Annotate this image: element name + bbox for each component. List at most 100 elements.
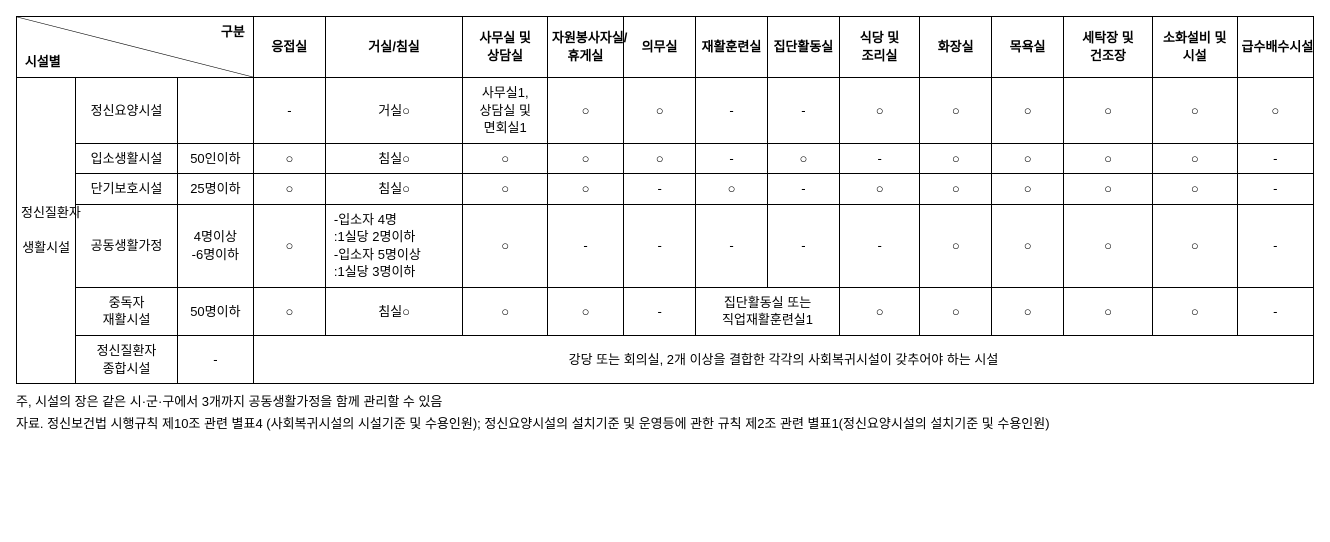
cell: - bbox=[839, 143, 919, 174]
cell: ○ bbox=[1064, 78, 1153, 144]
col-header: 화장실 bbox=[920, 17, 992, 78]
footnote-line: 자료. 정신보건법 시행규칙 제10조 관련 별표4 (사회복귀시설의 시설기준… bbox=[16, 414, 1314, 434]
cell: ○ bbox=[624, 78, 696, 144]
header-group-label-bottom: 시설별 bbox=[25, 53, 61, 71]
footnotes: 주, 시설의 장은 같은 시·군·구에서 3개까지 공동생활가정을 함께 관리할… bbox=[16, 392, 1314, 433]
cell: ○ bbox=[463, 204, 548, 287]
cell: - bbox=[696, 204, 768, 287]
cell: ○ bbox=[1064, 143, 1153, 174]
col-header: 자원봉사자실/휴게실 bbox=[548, 17, 624, 78]
cell: - bbox=[548, 204, 624, 287]
row-name: 공동생활가정 bbox=[76, 204, 178, 287]
cell: - bbox=[768, 174, 840, 205]
header-group-label-top: 구분 bbox=[221, 23, 245, 41]
cell: ○ bbox=[624, 143, 696, 174]
cell: - bbox=[768, 204, 840, 287]
facility-standards-table: 구분 시설별 응접실 거실/침실 사무실 및 상담실 자원봉사자실/휴게실 의무… bbox=[16, 16, 1314, 384]
cell: - bbox=[624, 174, 696, 205]
cell: ○ bbox=[992, 78, 1064, 144]
cell: ○ bbox=[839, 287, 919, 335]
cell-merged-full: 강당 또는 회의실, 2개 이상을 결합한 각각의 사회복귀시설이 갖추어야 하… bbox=[253, 336, 1313, 384]
col-header: 급수배수시설 bbox=[1237, 17, 1313, 78]
cell: ○ bbox=[1064, 174, 1153, 205]
row-capacity: 25명이하 bbox=[177, 174, 253, 205]
row-group-label: 정신질환자생활시설 bbox=[17, 78, 76, 384]
cell: ○ bbox=[839, 78, 919, 144]
row-name: 중독자재활시설 bbox=[76, 287, 178, 335]
row-name: 정신요양시설 bbox=[76, 78, 178, 144]
cell-merged: 집단활동실 또는직업재활훈련실1 bbox=[696, 287, 840, 335]
header-diagonal: 구분 시설별 bbox=[17, 17, 254, 78]
col-header: 목욕실 bbox=[992, 17, 1064, 78]
cell: - bbox=[696, 78, 768, 144]
cell: - bbox=[253, 78, 325, 144]
cell: ○ bbox=[768, 143, 840, 174]
cell: ○ bbox=[696, 174, 768, 205]
cell: ○ bbox=[548, 78, 624, 144]
cell: - bbox=[1237, 204, 1313, 287]
cell: - bbox=[624, 287, 696, 335]
footnote-line: 주, 시설의 장은 같은 시·군·구에서 3개까지 공동생활가정을 함께 관리할… bbox=[16, 392, 1314, 412]
col-header: 세탁장 및 건조장 bbox=[1064, 17, 1153, 78]
cell: ○ bbox=[920, 204, 992, 287]
col-header: 식당 및 조리실 bbox=[839, 17, 919, 78]
table-row: 단기보호시설 25명이하 ○ 침실○ ○ ○ - ○ - ○ ○ ○ ○ ○ - bbox=[17, 174, 1314, 205]
row-capacity: 50명이하 bbox=[177, 287, 253, 335]
cell: - bbox=[768, 78, 840, 144]
row-name: 단기보호시설 bbox=[76, 174, 178, 205]
col-header: 응접실 bbox=[253, 17, 325, 78]
row-capacity bbox=[177, 78, 253, 144]
cell: ○ bbox=[1237, 78, 1313, 144]
cell: - bbox=[624, 204, 696, 287]
table-row: 중독자재활시설 50명이하 ○ 침실○ ○ ○ - 집단활동실 또는직업재활훈련… bbox=[17, 287, 1314, 335]
cell: ○ bbox=[548, 287, 624, 335]
cell: -입소자 4명:1실당 2명이하-입소자 5명이상:1실당 3명이하 bbox=[325, 204, 463, 287]
cell: ○ bbox=[463, 287, 548, 335]
row-capacity: 4명이상-6명이하 bbox=[177, 204, 253, 287]
cell: - bbox=[1237, 143, 1313, 174]
cell: ○ bbox=[548, 174, 624, 205]
cell: ○ bbox=[1153, 287, 1238, 335]
row-capacity: - bbox=[177, 336, 253, 384]
col-header: 집단활동실 bbox=[768, 17, 840, 78]
cell: ○ bbox=[839, 174, 919, 205]
cell: ○ bbox=[463, 174, 548, 205]
col-header: 사무실 및 상담실 bbox=[463, 17, 548, 78]
cell: - bbox=[696, 143, 768, 174]
cell: ○ bbox=[1064, 287, 1153, 335]
cell: ○ bbox=[1153, 204, 1238, 287]
cell: - bbox=[839, 204, 919, 287]
cell: 침실○ bbox=[325, 174, 463, 205]
col-header: 재활훈련실 bbox=[696, 17, 768, 78]
row-name: 입소생활시설 bbox=[76, 143, 178, 174]
cell: ○ bbox=[463, 143, 548, 174]
cell: ○ bbox=[1153, 174, 1238, 205]
table-row: 정신질환자종합시설 - 강당 또는 회의실, 2개 이상을 결합한 각각의 사회… bbox=[17, 336, 1314, 384]
col-header: 의무실 bbox=[624, 17, 696, 78]
cell: 거실○ bbox=[325, 78, 463, 144]
table-row: 정신질환자생활시설 정신요양시설 - 거실○ 사무실1, 상담실 및 면회실1 … bbox=[17, 78, 1314, 144]
cell: ○ bbox=[920, 78, 992, 144]
cell: ○ bbox=[920, 287, 992, 335]
table-row: 입소생활시설 50인이하 ○ 침실○ ○ ○ ○ - ○ - ○ ○ ○ ○ - bbox=[17, 143, 1314, 174]
cell: ○ bbox=[1064, 204, 1153, 287]
row-capacity: 50인이하 bbox=[177, 143, 253, 174]
cell: ○ bbox=[253, 174, 325, 205]
cell: ○ bbox=[992, 174, 1064, 205]
cell: ○ bbox=[1153, 143, 1238, 174]
col-header: 거실/침실 bbox=[325, 17, 463, 78]
cell: ○ bbox=[253, 287, 325, 335]
cell: - bbox=[1237, 287, 1313, 335]
cell: ○ bbox=[1153, 78, 1238, 144]
table-row: 공동생활가정 4명이상-6명이하 ○ -입소자 4명:1실당 2명이하-입소자 … bbox=[17, 204, 1314, 287]
cell: ○ bbox=[548, 143, 624, 174]
cell: ○ bbox=[992, 204, 1064, 287]
cell: ○ bbox=[253, 143, 325, 174]
row-name: 정신질환자종합시설 bbox=[76, 336, 178, 384]
cell: ○ bbox=[992, 287, 1064, 335]
cell: ○ bbox=[253, 204, 325, 287]
cell: ○ bbox=[920, 143, 992, 174]
cell: 침실○ bbox=[325, 287, 463, 335]
cell: 침실○ bbox=[325, 143, 463, 174]
cell: ○ bbox=[920, 174, 992, 205]
